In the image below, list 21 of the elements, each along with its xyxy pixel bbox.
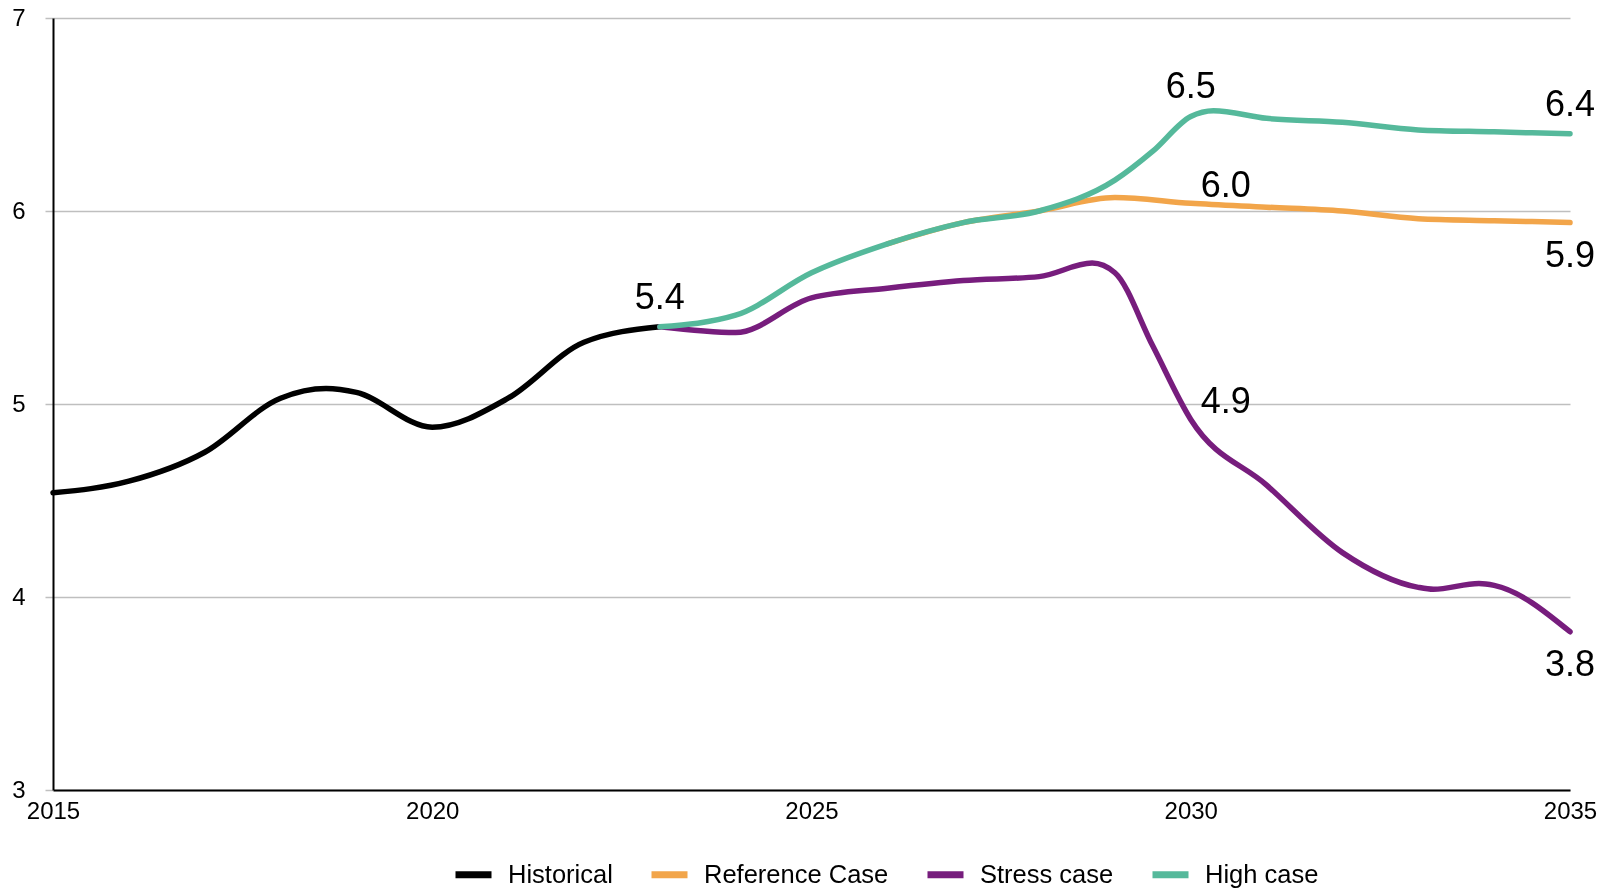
data-label: 4.9 <box>1200 380 1251 422</box>
x-tick-label: 2020 <box>406 796 460 824</box>
y-tick-label: 3 <box>12 775 26 803</box>
legend-label: High case <box>1205 859 1319 888</box>
x-tick-label: 2035 <box>1543 796 1598 824</box>
data-label: 5.9 <box>1544 233 1596 275</box>
y-tick-label: 6 <box>12 196 26 224</box>
data-label: 3.8 <box>1544 642 1596 684</box>
data-label: 5.4 <box>634 275 685 317</box>
legend-label: Historical <box>508 859 613 888</box>
legend-label: Stress case <box>980 859 1114 888</box>
y-tick-label: 7 <box>12 3 26 31</box>
x-tick-label: 2015 <box>26 796 81 824</box>
y-tick-label: 4 <box>12 582 26 610</box>
data-label: 6.5 <box>1165 65 1216 107</box>
data-label: 6.4 <box>1544 82 1596 124</box>
y-tick-label: 5 <box>12 389 26 417</box>
data-label: 6.0 <box>1200 164 1251 206</box>
x-tick-label: 2025 <box>785 796 839 824</box>
x-tick-label: 2030 <box>1164 796 1218 824</box>
legend-label: Reference Case <box>704 859 889 888</box>
